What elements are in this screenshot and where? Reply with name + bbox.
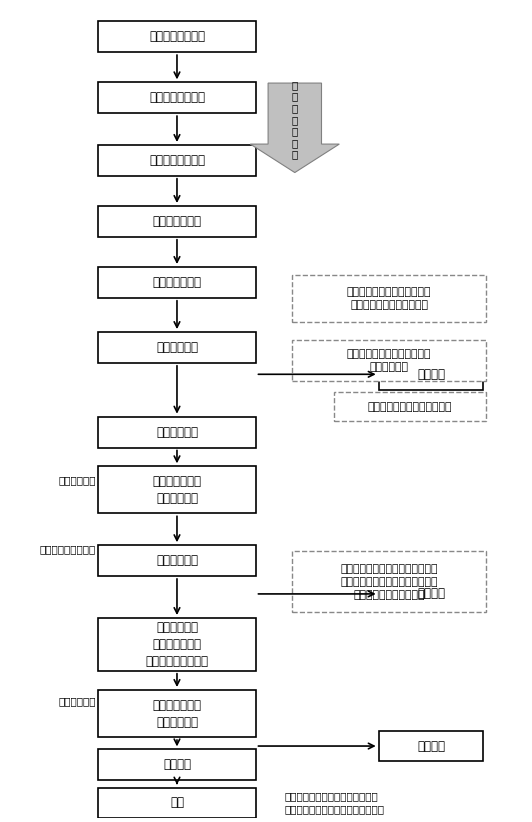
FancyBboxPatch shape — [98, 267, 255, 298]
Text: （特許権者）: （特許権者） — [59, 475, 96, 485]
Text: 取消決定: 取消決定 — [163, 758, 191, 771]
Text: 維持決定: 維持決定 — [417, 740, 445, 753]
Text: 複数の申立てがあれば原則、
併合して審理: 複数の申立てがあれば原則、 併合して審理 — [347, 349, 431, 372]
Polygon shape — [250, 83, 339, 173]
FancyBboxPatch shape — [379, 359, 483, 390]
FancyBboxPatch shape — [98, 206, 255, 237]
Text: 特許掲載公報発行: 特許掲載公報発行 — [149, 91, 205, 104]
Text: ・意見書を提出
・訂正の請求: ・意見書を提出 ・訂正の請求 — [153, 475, 202, 505]
FancyBboxPatch shape — [98, 787, 255, 819]
Text: 特許権の設定登録: 特許権の設定登録 — [149, 30, 205, 44]
Text: 取消決定に対し、東京高等裁判所
（知的財産高等裁判所）へ出訴可能: 取消決定に対し、東京高等裁判所 （知的財産高等裁判所）へ出訴可能 — [284, 792, 384, 815]
Text: 取消理由がなければ維持決定: 取消理由がなければ維持決定 — [368, 402, 452, 412]
FancyBboxPatch shape — [292, 275, 486, 322]
Text: 特許権者は申立期間経過前の
審理を希望することも可能: 特許権者は申立期間経過前の 審理を希望することも可能 — [347, 287, 431, 310]
Text: （特許権者）: （特許権者） — [59, 696, 96, 706]
FancyBboxPatch shape — [98, 82, 255, 113]
Text: 方式調査、審理: 方式調査、審理 — [153, 215, 202, 228]
FancyBboxPatch shape — [98, 750, 255, 780]
FancyBboxPatch shape — [98, 332, 255, 363]
FancyBboxPatch shape — [98, 690, 255, 737]
Text: 特許異議の申立て: 特許異議の申立て — [149, 154, 205, 167]
Text: ・意見書を提出
・訂正の請求: ・意見書を提出 ・訂正の請求 — [153, 699, 202, 728]
FancyBboxPatch shape — [98, 466, 255, 514]
Text: 維持決定: 維持決定 — [417, 588, 445, 600]
Text: 訂正請求があった場合（特許異議
申立人が希望しないとき、特別の
事情があるときを除く）: 訂正請求があった場合（特許異議 申立人が希望しないとき、特別の 事情があるときを… — [340, 564, 438, 600]
FancyBboxPatch shape — [98, 21, 255, 52]
Text: 本案審理開始: 本案審理開始 — [156, 341, 198, 354]
Text: 申立書副本送付: 申立書副本送付 — [153, 276, 202, 289]
FancyBboxPatch shape — [98, 618, 255, 671]
FancyBboxPatch shape — [292, 340, 486, 381]
FancyBboxPatch shape — [379, 579, 483, 609]
FancyBboxPatch shape — [98, 145, 255, 176]
Text: 維持決定: 維持決定 — [417, 367, 445, 381]
Text: （特許異議申立人）: （特許異議申立人） — [39, 544, 96, 554]
FancyBboxPatch shape — [292, 552, 486, 612]
Text: 意見書を提出: 意見書を提出 — [156, 554, 198, 567]
FancyBboxPatch shape — [334, 392, 486, 422]
FancyBboxPatch shape — [379, 731, 483, 761]
Text: 取消理由通知: 取消理由通知 — [156, 426, 198, 439]
Text: 出訴: 出訴 — [170, 797, 184, 810]
Text: 取消理由通知
（決定の予告）
（訂正機会の付与）: 取消理由通知 （決定の予告） （訂正機会の付与） — [145, 621, 209, 667]
FancyBboxPatch shape — [98, 545, 255, 576]
Text: 申
立
期
間
６
カ
月: 申 立 期 間 ６ カ 月 — [292, 80, 298, 159]
FancyBboxPatch shape — [98, 417, 255, 447]
